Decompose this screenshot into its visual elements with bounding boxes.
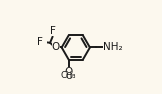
- Text: CH₃: CH₃: [61, 71, 76, 80]
- Text: F: F: [50, 26, 56, 36]
- Text: O: O: [65, 72, 72, 81]
- Text: F: F: [37, 37, 43, 47]
- Text: NH₂: NH₂: [103, 42, 123, 52]
- Text: O: O: [65, 67, 73, 77]
- Text: O: O: [52, 42, 60, 52]
